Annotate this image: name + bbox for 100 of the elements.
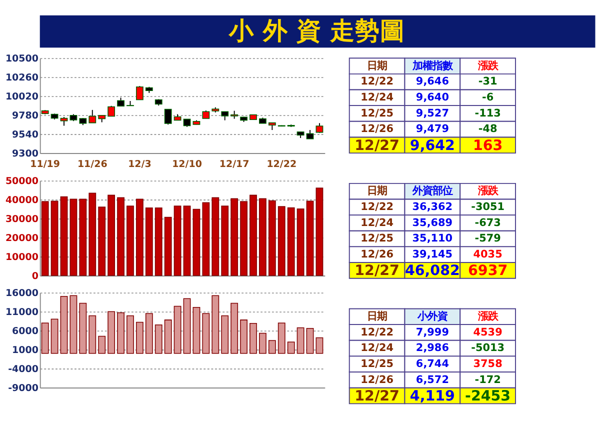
bar (183, 206, 191, 276)
chart-title: 小 外 資 走勢圖 (228, 16, 405, 46)
candlestick (164, 108, 172, 126)
text: 9,640 (416, 92, 449, 104)
text: 12/25 (360, 232, 394, 245)
text: 12/27 (354, 138, 400, 154)
text: 12/26 (360, 123, 394, 136)
bar (230, 302, 238, 354)
bar (296, 327, 304, 354)
y-tick-label: -9000 (8, 382, 39, 394)
y-tick-label: 9540 (12, 129, 39, 140)
bar (268, 200, 276, 276)
text: 12/27 (354, 388, 400, 405)
text: 35,689 (412, 216, 453, 229)
bar (259, 332, 266, 354)
y-tick-label: -4000 (8, 364, 39, 375)
text: 9,646 (416, 76, 449, 88)
text: 12/22 (360, 326, 394, 338)
text: 12/24 (360, 342, 394, 354)
bar (202, 202, 210, 276)
text: 6,744 (416, 358, 449, 370)
bar (221, 315, 229, 354)
text: -673 (474, 216, 501, 229)
bar (202, 313, 210, 354)
category-label: 漲跌 (476, 310, 499, 322)
bar (250, 194, 257, 276)
bar (192, 208, 200, 276)
bar (296, 208, 304, 276)
bar (145, 313, 153, 354)
text: -6 (482, 92, 494, 104)
bar (174, 206, 182, 276)
bar (259, 198, 266, 276)
text: 9,642 (410, 138, 455, 154)
text: 36,362 (412, 201, 453, 213)
bar (117, 197, 124, 276)
bar (306, 200, 314, 276)
bar (79, 302, 87, 354)
text: -3051 (471, 201, 505, 213)
x-tick-label: 12/10 (172, 158, 202, 170)
bar (50, 200, 58, 276)
category-label: 日期 (367, 310, 388, 322)
bar (192, 307, 200, 354)
text: 12/26 (360, 248, 394, 260)
bar (240, 201, 248, 276)
bar (154, 208, 162, 276)
text: -48 (478, 123, 498, 136)
text: 7,999 (416, 326, 449, 338)
bar (250, 322, 257, 354)
bar (98, 206, 106, 276)
text: 39,145 (412, 248, 453, 260)
bar (287, 342, 295, 354)
category-label: 外資部位 (411, 185, 452, 198)
category-label: 加權指數 (411, 60, 454, 72)
category-label: 日期 (367, 185, 388, 198)
bar (60, 296, 68, 354)
text: 12/24 (360, 216, 394, 229)
bar (316, 337, 324, 354)
bar (183, 298, 191, 354)
category-label: 漲跌 (476, 185, 499, 198)
bar (154, 324, 162, 354)
y-tick-label: 0 (32, 270, 39, 282)
y-tick-label: 9780 (12, 110, 39, 122)
bar (50, 318, 58, 354)
text: 12/22 (360, 201, 394, 213)
y-tick-label: 10260 (5, 72, 39, 84)
bar (240, 320, 248, 354)
category-label: 日期 (367, 60, 388, 72)
category-label: 小外資 (416, 310, 448, 322)
bar (287, 207, 295, 276)
category-label: 漲跌 (476, 60, 499, 72)
bar (126, 315, 134, 354)
bar (145, 208, 153, 276)
bar (108, 311, 116, 354)
y-tick-label: 20000 (5, 232, 39, 244)
y-tick-label: 40000 (5, 194, 39, 206)
text: -579 (474, 232, 501, 245)
bar (70, 198, 78, 276)
text: 46,082 (404, 263, 460, 280)
text: 163 (472, 138, 503, 154)
bar (212, 197, 220, 276)
bar (126, 206, 134, 276)
text: 12/27 (354, 263, 400, 280)
text: -2453 (465, 388, 511, 405)
text: 4035 (473, 248, 502, 260)
text: 9,479 (416, 123, 449, 136)
text: 4539 (473, 326, 502, 338)
bar (136, 198, 144, 276)
candlestick (108, 105, 116, 117)
y-tick-label: 6000 (12, 326, 39, 337)
y-tick-label: 50000 (5, 176, 39, 187)
bar (41, 201, 49, 276)
bar (316, 188, 324, 276)
x-tick-label: 12/17 (219, 158, 250, 170)
bar (98, 336, 106, 354)
text: 35,110 (412, 232, 453, 245)
bar (88, 315, 96, 354)
text: 3758 (473, 358, 502, 370)
bar (278, 322, 286, 354)
y-tick-label: 11000 (5, 306, 39, 318)
text: 12/25 (360, 358, 394, 370)
